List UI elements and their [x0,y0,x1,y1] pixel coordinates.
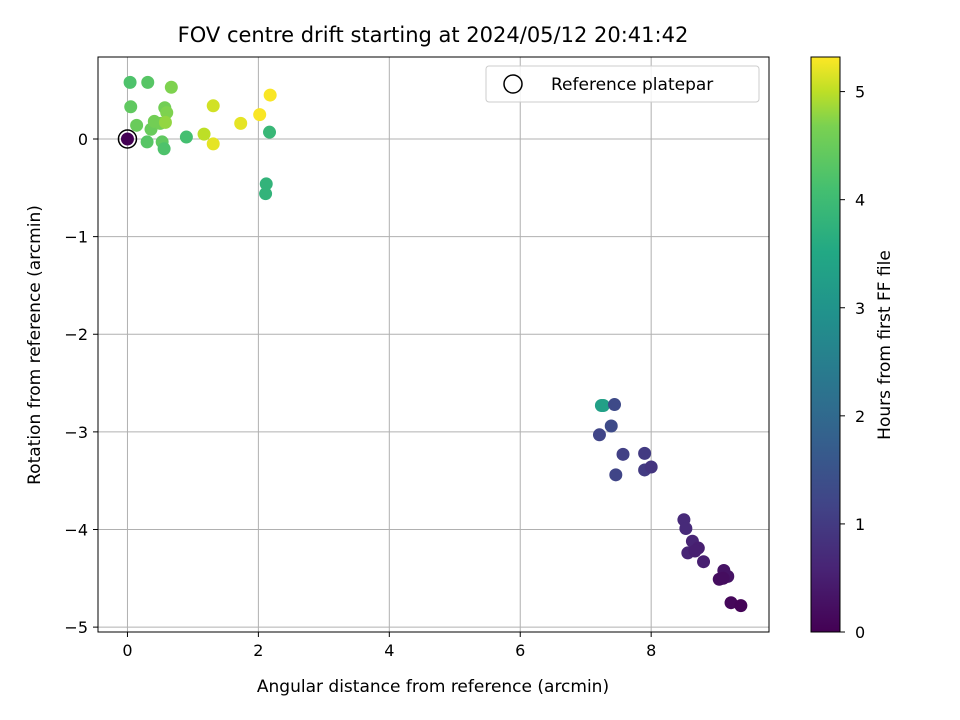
data-point [644,460,658,474]
chart-title: FOV centre drift starting at 2024/05/12 … [178,23,689,47]
data-point [638,446,652,460]
data-point [141,75,155,89]
colorbar-ticks: 0 1 2 3 4 5 [840,83,865,642]
colorbar-tick-label: 0 [855,623,865,642]
x-tick-label: 8 [646,641,656,660]
colorbar-tick-label: 4 [855,191,865,210]
x-tick-label: 2 [253,641,263,660]
y-tick-label: −5 [64,618,88,637]
colorbar-tick-label: 2 [855,407,865,426]
data-point [130,118,144,132]
y-tick-label: −2 [64,325,88,344]
y-axis-ticks: 0 −1 −2 −3 −4 −5 [64,130,98,637]
colorbar: 0 1 2 3 4 5 Hours from first FF file [810,56,895,642]
x-tick-label: 4 [384,641,394,660]
y-tick-label: −3 [64,423,88,442]
data-point [716,571,730,585]
grid [98,57,769,632]
colorbar-tick-label: 1 [855,515,865,534]
legend-box [485,65,760,103]
data-point [158,115,172,129]
legend: Reference platepar [485,65,760,103]
x-tick-label: 6 [515,641,525,660]
data-point [259,177,273,191]
reference-marker [117,129,138,149]
data-point [688,544,702,558]
data-point [124,100,138,114]
data-point [123,75,137,89]
data-point [164,80,178,94]
data-point [234,116,248,130]
data-point [206,99,220,113]
y-tick-label: −4 [64,520,88,539]
data-point [259,187,273,201]
x-axis-label: Angular distance from reference (arcmin) [257,677,609,697]
data-point [179,130,193,144]
colorbar-gradient [810,56,841,633]
data-point [253,108,267,122]
x-tick-label: 0 [122,641,132,660]
y-tick-label: 0 [78,130,88,149]
x-axis-ticks: 0 2 4 6 8 [122,632,656,660]
data-point [592,428,606,442]
data-points [117,75,748,613]
data-point [197,127,211,141]
data-point [724,596,738,610]
data-point [263,125,277,139]
data-point [206,137,220,151]
colorbar-label: Hours from first FF file [875,250,895,440]
legend-label-reference: Reference platepar [551,75,713,95]
data-point [263,88,277,102]
data-point [157,142,171,156]
data-point [604,419,618,433]
colorbar-tick-label: 3 [855,299,865,318]
data-point [697,555,711,569]
legend-marker-reference [503,74,523,94]
data-point [616,447,630,461]
data-point [160,106,174,120]
plot-frame [97,56,770,633]
data-point [609,468,623,482]
data-point [608,398,622,412]
data-point [596,399,610,413]
y-axis-label: Rotation from reference (arcmin) [25,205,45,485]
data-point [734,599,748,613]
data-point [140,135,154,149]
colorbar-tick-label: 5 [855,83,865,102]
data-point [679,522,693,536]
y-tick-label: −1 [64,228,88,247]
data-point [120,132,134,146]
